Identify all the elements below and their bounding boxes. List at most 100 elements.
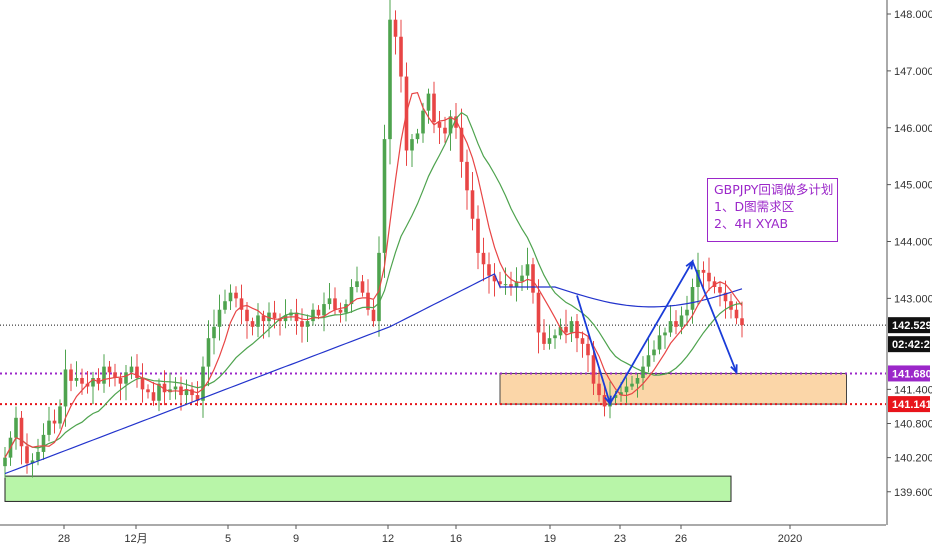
candle-body[interactable] — [333, 298, 337, 310]
demand-zone[interactable] — [499, 372, 847, 405]
candle-body[interactable] — [421, 110, 425, 134]
candle-body[interactable] — [118, 378, 123, 384]
candle-body[interactable] — [80, 378, 84, 384]
candle-body[interactable] — [663, 332, 667, 336]
candle-body[interactable] — [465, 161, 469, 191]
candle-body[interactable] — [85, 383, 90, 387]
candle-body[interactable] — [63, 369, 68, 407]
candle-body[interactable] — [19, 417, 24, 447]
candle-body[interactable] — [701, 269, 706, 273]
candle-body[interactable] — [476, 218, 480, 253]
candle-body[interactable] — [657, 335, 662, 350]
candle-body[interactable] — [630, 383, 634, 387]
candle-body[interactable] — [206, 338, 211, 367]
candle-body[interactable] — [492, 275, 497, 282]
candle-body[interactable] — [553, 335, 557, 339]
candle-body[interactable] — [300, 321, 304, 327]
candle-body[interactable] — [245, 309, 249, 322]
candle-body[interactable] — [113, 372, 117, 378]
candle-body[interactable] — [223, 301, 227, 310]
candle-body[interactable] — [674, 321, 678, 327]
candle-body[interactable] — [360, 281, 365, 293]
candle-body[interactable] — [575, 321, 579, 339]
candle-body[interactable] — [399, 36, 403, 77]
lower-zone[interactable] — [4, 475, 732, 502]
candle-body[interactable] — [564, 326, 568, 333]
candle-body[interactable] — [481, 252, 486, 265]
candle-body[interactable] — [734, 309, 739, 319]
candle-body[interactable] — [124, 372, 128, 384]
candle-body[interactable] — [410, 139, 414, 151]
candle-body[interactable] — [36, 451, 40, 461]
candle-body[interactable] — [509, 284, 513, 287]
candle-body[interactable] — [525, 264, 530, 276]
candle-body[interactable] — [184, 389, 189, 396]
candle-body[interactable] — [679, 315, 684, 327]
candle-body[interactable] — [619, 392, 623, 396]
candle-body[interactable] — [388, 19, 392, 140]
candle-body[interactable] — [514, 281, 519, 287]
candle-body[interactable] — [239, 298, 244, 310]
candle-body[interactable] — [355, 281, 359, 287]
candle-body[interactable] — [283, 315, 288, 322]
candle-body[interactable] — [261, 315, 266, 322]
candle-body[interactable] — [173, 386, 178, 390]
candle-body[interactable] — [344, 304, 348, 313]
candle-body[interactable] — [102, 366, 106, 384]
candle-body[interactable] — [371, 309, 376, 322]
candle-body[interactable] — [267, 312, 271, 322]
candle-body[interactable] — [635, 378, 640, 384]
candle-body[interactable] — [69, 369, 73, 381]
candle-body[interactable] — [151, 392, 156, 401]
candle-body[interactable] — [690, 287, 695, 310]
candle-body[interactable] — [311, 309, 315, 322]
candle-body[interactable] — [162, 383, 167, 393]
price-tag-level[interactable]: 141.141 — [892, 399, 932, 411]
candle-body[interactable] — [437, 122, 442, 128]
candle-body[interactable] — [146, 389, 150, 393]
price-tag-countdown[interactable]: 02:42:23 — [892, 339, 932, 351]
candle-body[interactable] — [157, 383, 161, 401]
candle-body[interactable] — [487, 264, 491, 276]
candle-body[interactable] — [542, 332, 546, 344]
candle-body[interactable] — [74, 378, 79, 381]
candle-body[interactable] — [498, 281, 502, 285]
candle-body[interactable] — [531, 264, 535, 293]
candle-body[interactable] — [41, 434, 46, 452]
candle-body[interactable] — [3, 457, 7, 467]
candle-body[interactable] — [547, 338, 552, 344]
candle-body[interactable] — [558, 326, 563, 336]
candle-body[interactable] — [470, 190, 475, 219]
candle-body[interactable] — [195, 395, 200, 401]
candle-body[interactable] — [338, 309, 343, 313]
candle-body[interactable] — [415, 133, 420, 140]
candle-body[interactable] — [426, 93, 431, 111]
candle-body[interactable] — [217, 309, 222, 327]
candle-body[interactable] — [597, 383, 601, 396]
candle-body[interactable] — [190, 389, 194, 396]
candle-body[interactable] — [377, 252, 381, 322]
candle-body[interactable] — [140, 378, 145, 390]
candle-body[interactable] — [250, 321, 255, 327]
candle-body[interactable] — [135, 366, 139, 378]
candle-body[interactable] — [696, 269, 700, 287]
candle-body[interactable] — [316, 309, 321, 316]
candle-body[interactable] — [305, 321, 310, 327]
candle-body[interactable] — [503, 284, 508, 286]
candle-body[interactable] — [393, 19, 398, 37]
candle-body[interactable] — [624, 386, 629, 393]
candle-body[interactable] — [322, 304, 326, 316]
candle-body[interactable] — [520, 275, 524, 282]
candle-body[interactable] — [668, 321, 673, 333]
candle-body[interactable] — [30, 460, 35, 464]
candle-body[interactable] — [443, 127, 447, 134]
price-tag-last-price[interactable]: 142.529 — [892, 320, 932, 332]
candle-body[interactable] — [47, 420, 51, 435]
candle-body[interactable] — [14, 417, 18, 438]
candle-body[interactable] — [580, 338, 585, 344]
candle-body[interactable] — [91, 378, 95, 387]
candle-body[interactable] — [349, 287, 354, 305]
candle-body[interactable] — [602, 395, 607, 407]
candle-body[interactable] — [569, 321, 574, 333]
